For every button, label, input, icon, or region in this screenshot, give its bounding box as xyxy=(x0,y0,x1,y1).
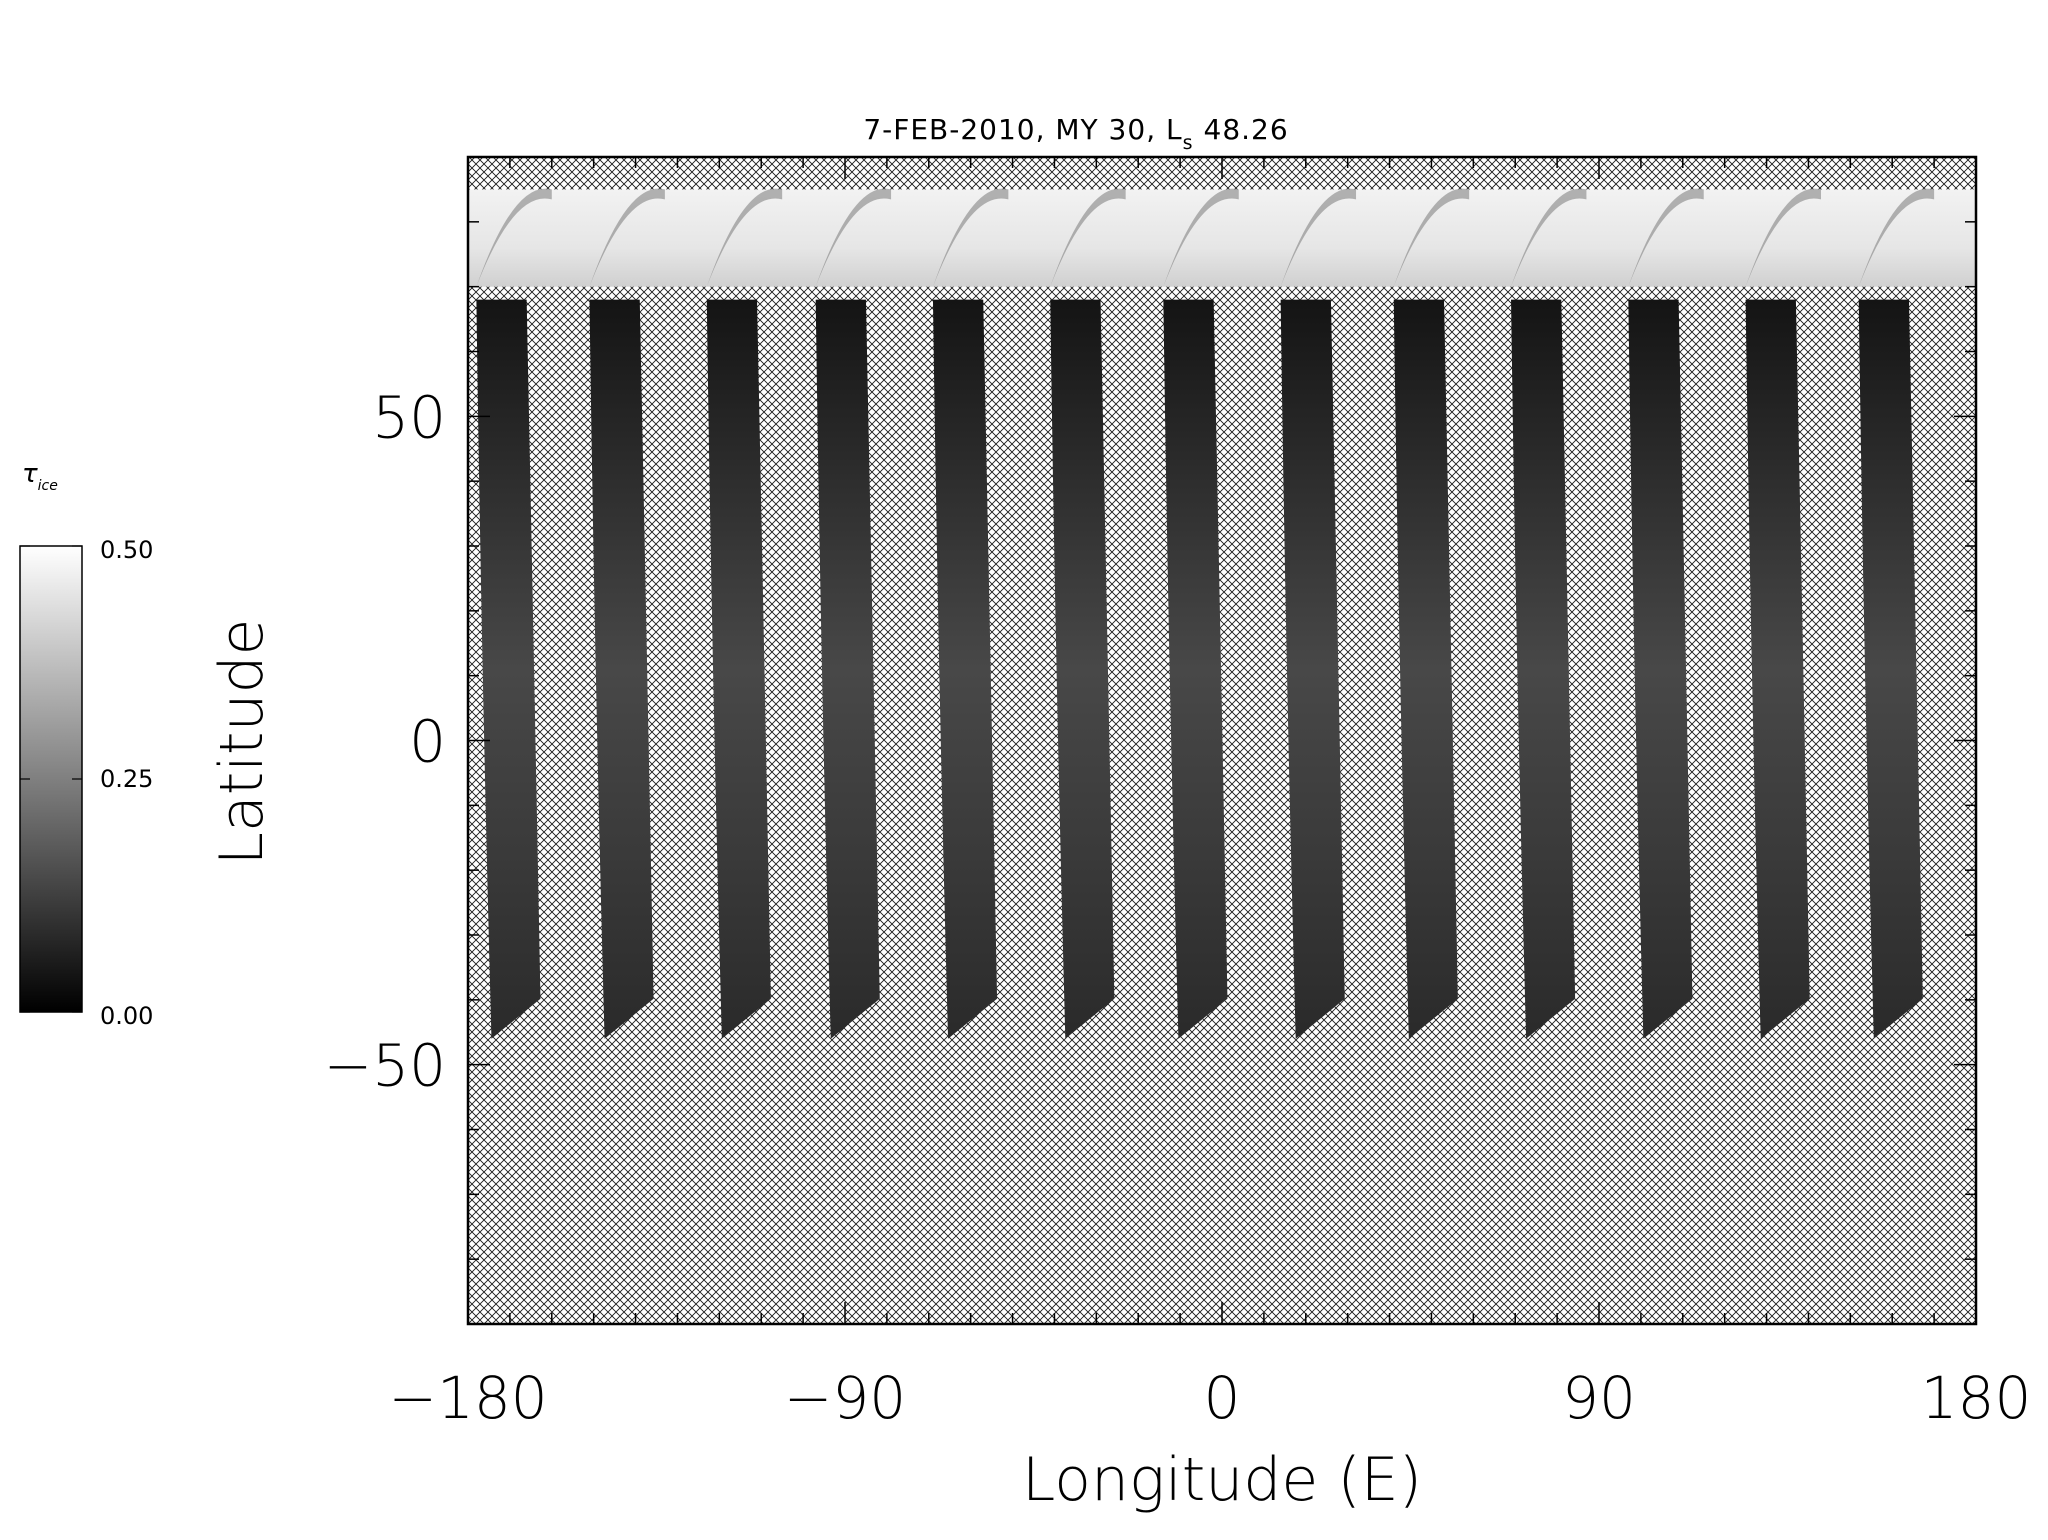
cap-swath-streak xyxy=(1393,188,1470,287)
chart-title: 7-FEB-2010, MY 30, Ls 48.26 xyxy=(863,113,1288,154)
orbit-swath xyxy=(1511,299,1576,1039)
title-subscript: s xyxy=(1183,132,1194,154)
x-tick-label: 180 xyxy=(1921,1364,2032,1432)
cap-swath-streak xyxy=(1858,188,1935,287)
cap-swath-streak xyxy=(1511,188,1587,287)
orbit-swath xyxy=(1280,299,1345,1039)
orbit-swath xyxy=(1050,299,1115,1039)
colorbar-label-symbol: τ xyxy=(22,459,38,489)
cap-swath-streak xyxy=(932,188,1009,287)
orbit-swath xyxy=(932,299,998,1039)
colorbar-tick-label: 0.50 xyxy=(100,536,153,564)
y-tick-label: 0 xyxy=(409,708,446,776)
orbit-swath xyxy=(706,299,771,1039)
cap-swath-streak xyxy=(1050,188,1126,287)
y-tick-label: 50 xyxy=(372,383,446,451)
x-tick-labels: −180 −90 0 90 180 xyxy=(388,1364,2031,1432)
cap-swath-streak xyxy=(1628,188,1704,287)
y-tick-labels: 50 0 −50 xyxy=(324,383,446,1099)
x-tick-label: −180 xyxy=(388,1364,547,1432)
axis-ticks xyxy=(468,157,1976,1324)
cap-swath-streak xyxy=(815,188,892,287)
orbit-swath xyxy=(589,299,654,1039)
y-axis-label: Latitude xyxy=(207,619,277,866)
colorbar-tick-label: 0.00 xyxy=(100,1002,153,1030)
x-tick-label: 90 xyxy=(1562,1364,1636,1432)
orbit-swath xyxy=(1628,299,1693,1039)
y-tick-label: −50 xyxy=(324,1032,446,1100)
cap-swath-streak xyxy=(1280,188,1357,287)
title-value: 48.26 xyxy=(1204,113,1289,146)
x-tick-label: −90 xyxy=(784,1364,906,1432)
title-main: 7-FEB-2010, MY 30, L xyxy=(863,113,1182,146)
cap-swath-streak xyxy=(1745,188,1822,287)
orbit-swaths xyxy=(476,299,1923,1039)
orbit-swath xyxy=(476,299,541,1039)
north-polar-cap xyxy=(468,188,1976,287)
x-tick-label: 0 xyxy=(1204,1364,1241,1432)
x-axis-label: Longitude (E) xyxy=(1022,1445,1422,1515)
colorbar-ticks: 0.50 0.25 0.00 xyxy=(20,536,153,1030)
orbit-swath xyxy=(1393,299,1458,1039)
colorbar-label: τice xyxy=(22,459,58,494)
colorbar-tick-label: 0.25 xyxy=(100,765,153,793)
polar-cap-band xyxy=(468,189,1976,287)
orbit-swath xyxy=(1163,299,1228,1039)
cap-swath-streak xyxy=(589,188,665,287)
cap-swath-streak xyxy=(706,188,783,287)
orbit-swath xyxy=(815,299,880,1039)
cap-swath-streak xyxy=(1163,188,1239,287)
orbit-swath xyxy=(1745,299,1810,1039)
cap-swath-streak xyxy=(476,188,552,287)
colorbar-label-subscript: ice xyxy=(38,478,58,494)
orbit-swath xyxy=(1858,299,1923,1039)
